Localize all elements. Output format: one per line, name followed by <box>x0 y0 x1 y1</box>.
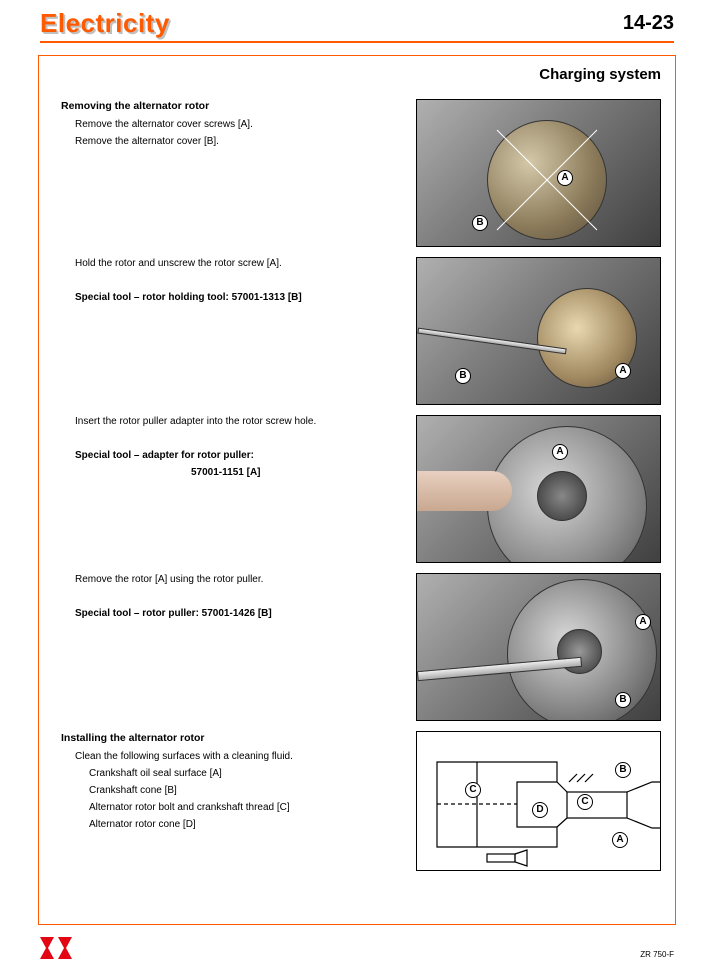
page-footer: ZR 750-F <box>40 937 674 959</box>
callout-label: C <box>465 782 481 798</box>
chapter-title: Electricity <box>40 8 170 39</box>
instruction-line: Alternator rotor bolt and crankshaft thr… <box>89 801 408 815</box>
instruction-line: Special tool – rotor puller: 57001-1426 … <box>75 607 408 621</box>
instruction-row: Insert the rotor puller adapter into the… <box>61 415 661 563</box>
instruction-text: Installing the alternator rotor Clean the… <box>61 731 416 871</box>
instruction-line: Alternator rotor cone [D] <box>89 818 408 832</box>
instruction-row: Hold the rotor and unscrew the rotor scr… <box>61 257 661 405</box>
content-blocks: Removing the alternator rotor Remove the … <box>61 99 661 871</box>
page-header: Electricity 14-23 <box>0 0 714 39</box>
instruction-line: Remove the rotor [A] using the rotor pul… <box>75 573 408 587</box>
procedure-photo: AB <box>416 99 661 247</box>
technical-diagram: C D B C A <box>416 731 661 871</box>
procedure-photo: BA <box>416 257 661 405</box>
instruction-line: Hold the rotor and unscrew the rotor scr… <box>75 257 408 271</box>
instruction-text: Hold the rotor and unscrew the rotor scr… <box>61 257 416 405</box>
instruction-line <box>61 590 408 604</box>
callout-label: A <box>557 170 573 186</box>
callout-label: A <box>615 363 631 379</box>
callout-label: B <box>615 692 631 708</box>
instruction-line: Crankshaft cone [B] <box>89 784 408 798</box>
procedure-heading: Removing the alternator rotor <box>61 99 408 114</box>
page-number: 14-23 <box>623 12 674 35</box>
instruction-row: Removing the alternator rotor Remove the … <box>61 99 661 247</box>
instruction-line: Special tool – adapter for rotor puller: <box>75 449 408 463</box>
instruction-line <box>61 274 408 288</box>
instruction-row: Remove the rotor [A] using the rotor pul… <box>61 573 661 721</box>
instruction-line: 57001-1151 [A] <box>191 466 408 480</box>
callout-label: B <box>615 762 631 778</box>
callout-label: B <box>472 215 488 231</box>
instruction-line: Insert the rotor puller adapter into the… <box>75 415 408 429</box>
header-rule <box>40 41 674 43</box>
procedure-photo: AB <box>416 573 661 721</box>
callout-label: B <box>455 368 471 384</box>
instruction-line: Remove the alternator cover [B]. <box>75 135 408 149</box>
procedure-heading: Installing the alternator rotor <box>61 731 408 746</box>
instruction-line: Crankshaft oil seal surface [A] <box>89 767 408 781</box>
section-title: Charging system <box>61 66 661 83</box>
instruction-line: Remove the alternator cover screws [A]. <box>75 118 408 132</box>
instruction-text: Removing the alternator rotor Remove the … <box>61 99 416 247</box>
brand-logo-icon <box>40 937 80 959</box>
model-code: ZR 750-F <box>640 950 674 959</box>
procedure-photo: A <box>416 415 661 563</box>
instruction-text: Insert the rotor puller adapter into the… <box>61 415 416 563</box>
content-frame: Charging system Removing the alternator … <box>38 55 676 925</box>
callout-label: D <box>532 802 548 818</box>
callout-label: C <box>577 794 593 810</box>
instruction-line: Special tool – rotor holding tool: 57001… <box>75 291 408 305</box>
instruction-line <box>61 432 408 446</box>
callout-label: A <box>635 614 651 630</box>
instruction-line: Clean the following surfaces with a clea… <box>75 750 408 764</box>
callout-label: A <box>552 444 568 460</box>
page: Electricity 14-23 Charging system Removi… <box>0 0 714 967</box>
instruction-row: Installing the alternator rotor Clean the… <box>61 731 661 871</box>
instruction-text: Remove the rotor [A] using the rotor pul… <box>61 573 416 721</box>
callout-label: A <box>612 832 628 848</box>
